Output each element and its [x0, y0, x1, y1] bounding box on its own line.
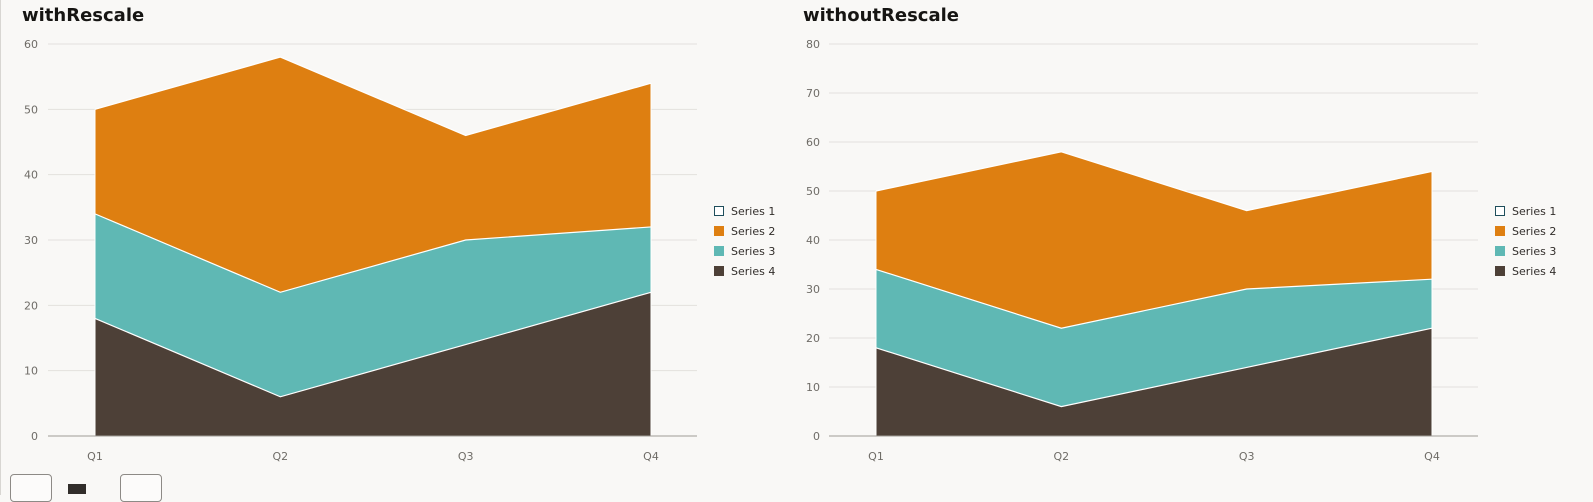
y-tick-label: 50 [24, 103, 38, 116]
y-tick-label: 0 [813, 430, 820, 443]
chart-title-with-rescale: withRescale [22, 5, 145, 26]
legend-swatch[interactable] [714, 226, 724, 236]
y-tick-label: 10 [24, 365, 38, 378]
stack-top-line [875, 151, 1433, 212]
toolbar-button-2[interactable] [120, 474, 162, 502]
series-boundary-line [875, 268, 1433, 329]
legend-label[interactable]: Series 1 [1512, 205, 1556, 218]
x-tick-label: Q1 [868, 450, 884, 463]
area-series-2[interactable] [876, 151, 1432, 329]
area-series-4[interactable] [876, 328, 1432, 436]
area-series-2[interactable] [95, 57, 651, 293]
legend-label[interactable]: Series 3 [1512, 245, 1556, 258]
y-tick-label: 50 [806, 185, 820, 198]
legend-label[interactable]: Series 4 [731, 265, 775, 278]
series-boundary-line [94, 213, 652, 293]
y-tick-label: 20 [24, 299, 38, 312]
stack-top-line [94, 56, 652, 137]
y-tick-label: 40 [24, 169, 38, 182]
bottom-toolbar [10, 474, 210, 502]
series-boundary-line [94, 291, 652, 398]
x-tick-label: Q2 [1053, 450, 1069, 463]
x-tick-label: Q3 [458, 450, 474, 463]
chart-with-rescale: 0 10 20 30 40 50 60 Q1 Q2 Q3 Q4 Series 1 Series 2 Ser… [24, 38, 775, 463]
legend-swatch[interactable] [714, 266, 724, 276]
y-tick-label: 70 [806, 87, 820, 100]
y-tick-label: 60 [806, 136, 820, 149]
y-tick-label: 60 [24, 38, 38, 51]
chart-title-without-rescale: withoutRescale [803, 5, 959, 26]
area-series-3[interactable] [95, 213, 651, 397]
legend-swatch[interactable] [1495, 206, 1505, 216]
x-tick-label: Q3 [1239, 450, 1255, 463]
x-tick-label: Q2 [272, 450, 288, 463]
area-series-4[interactable] [95, 292, 651, 436]
toolbar-square-icon [68, 484, 86, 494]
area-series-3[interactable] [876, 269, 1432, 407]
legend-swatch[interactable] [1495, 266, 1505, 276]
y-tick-label: 10 [806, 381, 820, 394]
legend-label[interactable]: Series 2 [731, 225, 775, 238]
legend-swatch[interactable] [714, 206, 724, 216]
legend-swatch[interactable] [1495, 246, 1505, 256]
toolbar-button-1[interactable] [10, 474, 52, 502]
x-tick-label: Q4 [1424, 450, 1440, 463]
y-tick-label: 30 [806, 283, 820, 296]
legend-label[interactable]: Series 4 [1512, 265, 1556, 278]
legend-swatch[interactable] [1495, 226, 1505, 236]
x-tick-label: Q4 [643, 450, 659, 463]
y-tick-label: 40 [806, 234, 820, 247]
y-tick-label: 20 [806, 332, 820, 345]
chart-without-rescale: 0 10 20 30 40 50 60 70 80 Q1 Q2 Q3 Q4 Series 1 Series … [806, 38, 1556, 463]
panel-left-border [0, 0, 5, 495]
y-tick-label: 0 [31, 430, 38, 443]
legend-label[interactable]: Series 3 [731, 245, 775, 258]
y-tick-label: 30 [24, 234, 38, 247]
legend-label[interactable]: Series 2 [1512, 225, 1556, 238]
x-tick-label: Q1 [87, 450, 103, 463]
y-tick-label: 80 [806, 38, 820, 51]
legend-label[interactable]: Series 1 [731, 205, 775, 218]
series-boundary-line [875, 327, 1433, 408]
legend-swatch[interactable] [714, 246, 724, 256]
